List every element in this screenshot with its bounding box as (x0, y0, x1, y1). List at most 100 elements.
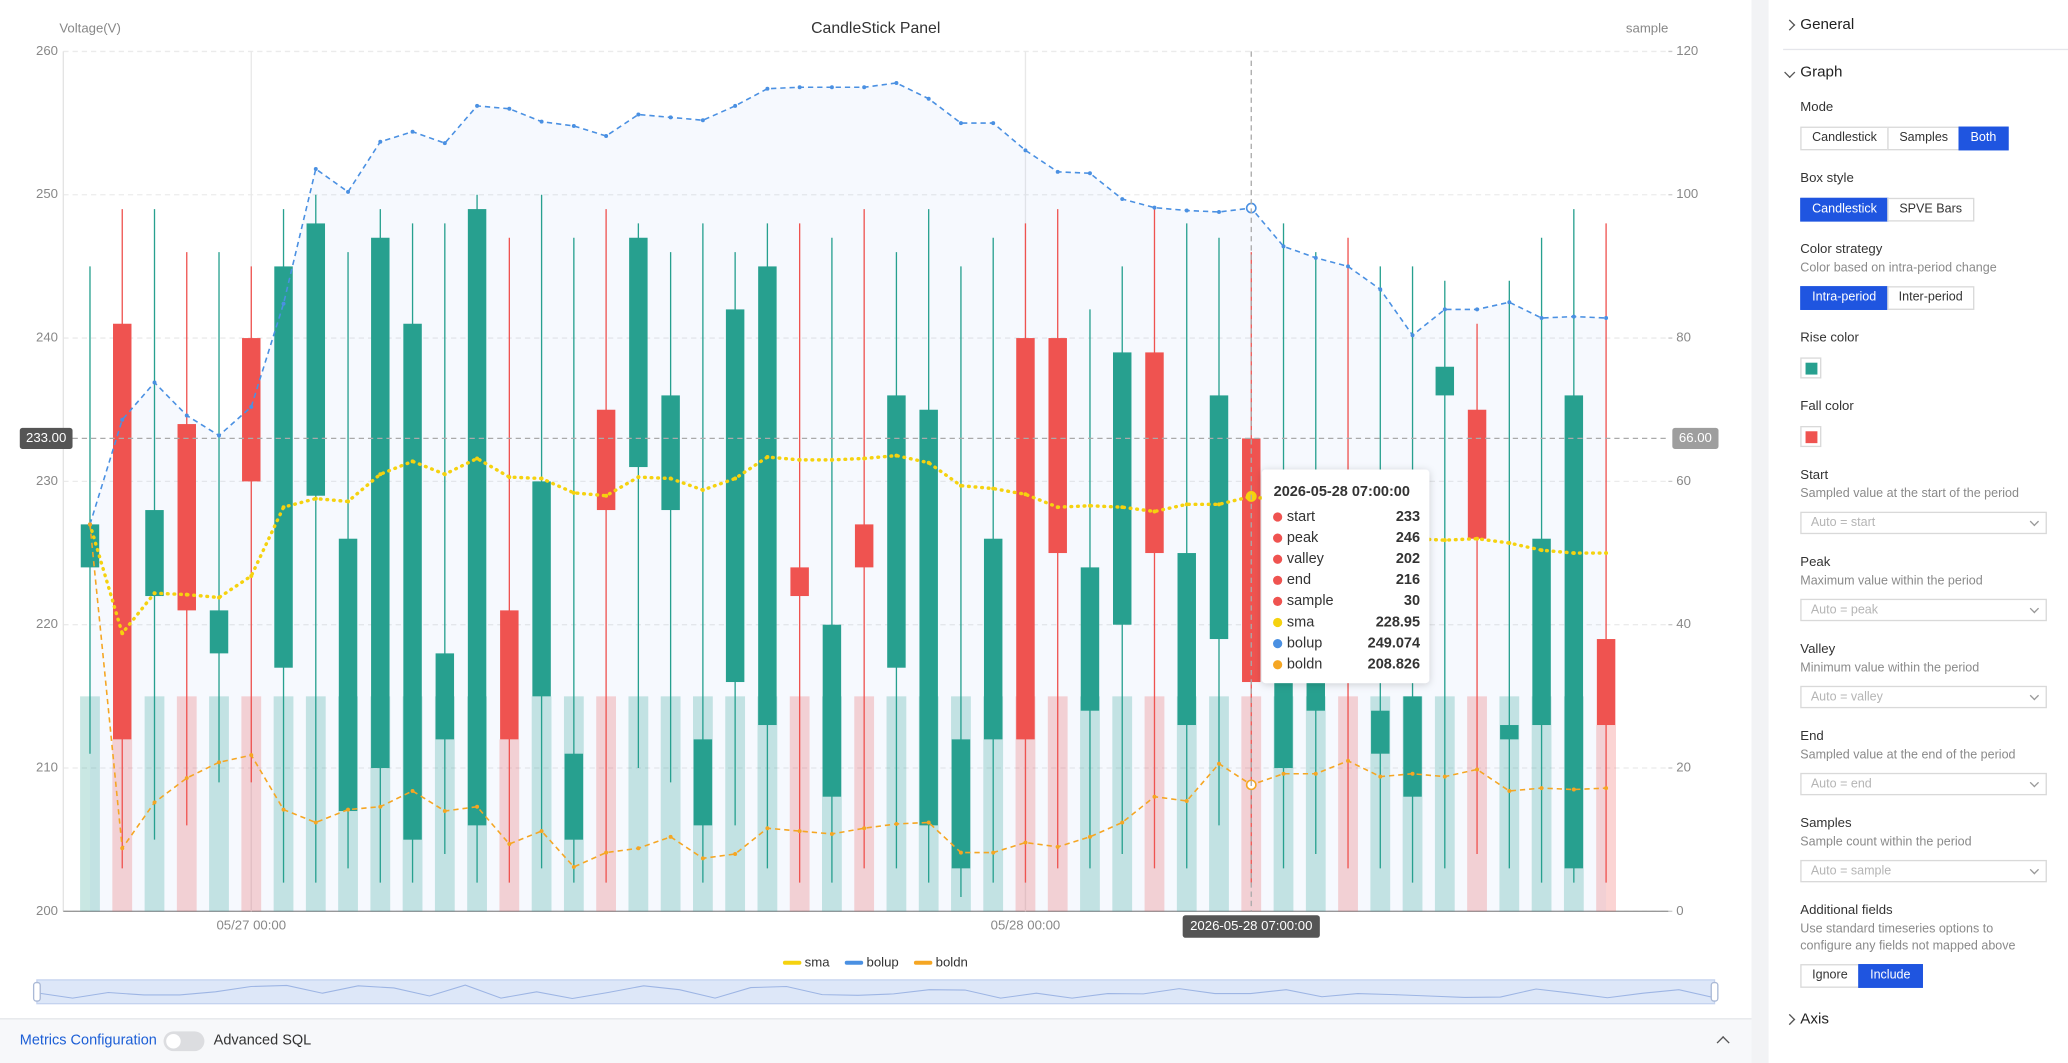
line-point (1281, 771, 1286, 776)
option-group: Peak Maximum value within the period Auto … (1800, 554, 2047, 622)
candle-body (338, 538, 358, 812)
legend-item[interactable]: sma (782, 954, 831, 969)
line-point (442, 472, 447, 477)
line-point (1055, 844, 1060, 849)
candle-body (790, 567, 809, 597)
section-header[interactable]: General (1784, 13, 2047, 37)
line-point (926, 96, 931, 101)
candle-body (306, 223, 326, 496)
zoom-preview (36, 984, 1715, 1000)
candle-body (1048, 338, 1067, 554)
select-field[interactable]: Auto = peak (1800, 598, 2047, 622)
legend-item[interactable]: boldn (913, 954, 968, 969)
tooltip-name: bolup (1287, 635, 1322, 651)
tooltip-value: 216 (1396, 572, 1420, 588)
tooltip-dot (1273, 638, 1283, 649)
line-point (668, 834, 673, 839)
line-point (1539, 316, 1544, 320)
candle-body (822, 624, 842, 797)
section-header[interactable]: Graph (1784, 61, 2047, 85)
chevron (2029, 516, 2040, 527)
line-point (571, 123, 576, 128)
legend-label: boldn (936, 954, 968, 969)
select-field[interactable]: Auto = sample (1800, 859, 2047, 883)
zoom-handle[interactable] (32, 981, 41, 1002)
collapse-button[interactable] (1716, 1036, 1730, 1050)
tooltip-name: start (1287, 509, 1315, 525)
candle-body (500, 610, 519, 740)
segment-button[interactable]: Candlestick (1800, 197, 1889, 222)
legend-item[interactable]: bolup (844, 954, 899, 969)
legend-label: sma (805, 954, 831, 969)
line-point (797, 85, 802, 90)
option-label: Peak (1800, 555, 1831, 570)
line-point (926, 460, 931, 465)
line-point (1217, 209, 1221, 214)
color-swatch-fill (1804, 362, 1817, 374)
tooltip-dot (1273, 533, 1283, 543)
tooltip-value: 208.826 (1368, 657, 1420, 673)
segment-button[interactable]: SPVE Bars (1887, 197, 1974, 222)
candle-body (725, 309, 745, 683)
segment-button[interactable]: Ignore (1800, 964, 1860, 988)
option-label: End (1800, 729, 1824, 744)
metrics-tab[interactable]: Metrics Configuration (19, 1032, 157, 1049)
tooltip-value: 202 (1396, 551, 1420, 567)
tooltip-dot (1273, 596, 1283, 607)
option-group: Fall color (1800, 398, 2047, 448)
line-point (120, 846, 125, 851)
line-point (1507, 541, 1512, 545)
select-field[interactable]: Auto = valley (1800, 685, 2047, 709)
option-label: Samples (1800, 816, 1852, 831)
line-point (281, 505, 286, 510)
color-swatch[interactable] (1800, 425, 1822, 448)
segment-button[interactable]: Intra-period (1800, 286, 1889, 310)
line-point (539, 829, 544, 834)
color-swatch[interactable] (1800, 357, 1822, 379)
segment-button[interactable]: Inter-period (1886, 286, 1975, 310)
option-label: Rise color (1800, 331, 1859, 346)
tooltip-dot (1273, 617, 1283, 628)
candle-body (693, 739, 713, 826)
option-control: Auto = end (1800, 772, 2047, 796)
toggle[interactable] (163, 1031, 205, 1052)
line-point (862, 456, 867, 461)
segment-button[interactable]: Candlestick (1800, 126, 1889, 151)
line-point (1281, 244, 1286, 249)
line-point (991, 486, 996, 491)
section-header[interactable]: Axis (1784, 1008, 2047, 1032)
segment-button[interactable]: Include (1858, 964, 1923, 988)
line-point (1475, 536, 1480, 541)
line-point (1217, 761, 1221, 766)
line-point (442, 141, 447, 146)
option-label: Fall color (1800, 399, 1854, 415)
line-point (539, 476, 544, 481)
candle-body (629, 237, 648, 468)
option-label: Valley (1800, 642, 1836, 657)
candle-body (661, 395, 680, 511)
segment-button[interactable]: Both (1958, 126, 2009, 151)
crosshair-y2-box (1672, 427, 1719, 449)
option-description: Sample count within the period (1800, 834, 1972, 850)
line-point (829, 85, 834, 90)
y2-tick-label: 60 (1676, 473, 1691, 488)
candle-body (1467, 409, 1487, 539)
tooltip-box (1261, 469, 1430, 684)
candle-body (1435, 366, 1455, 396)
option-group: Valley Minimum value within the period Aut… (1800, 641, 2047, 709)
tooltip-name: peak (1287, 530, 1319, 546)
select-field[interactable]: Auto = end (1800, 772, 2047, 796)
line-point (539, 119, 544, 124)
divider (1783, 48, 2068, 51)
select-field[interactable]: Auto = start (1800, 511, 2047, 535)
line-point (217, 760, 221, 765)
segment-button[interactable]: Samples (1887, 126, 1960, 151)
option-group: End Sampled value at the end of the perio… (1800, 728, 2047, 796)
line-point (1507, 788, 1512, 793)
candle-body (854, 524, 874, 568)
zoom-handle[interactable] (1710, 981, 1719, 1002)
line-point (733, 103, 738, 108)
candle-body (371, 237, 390, 769)
line-point (410, 129, 415, 134)
